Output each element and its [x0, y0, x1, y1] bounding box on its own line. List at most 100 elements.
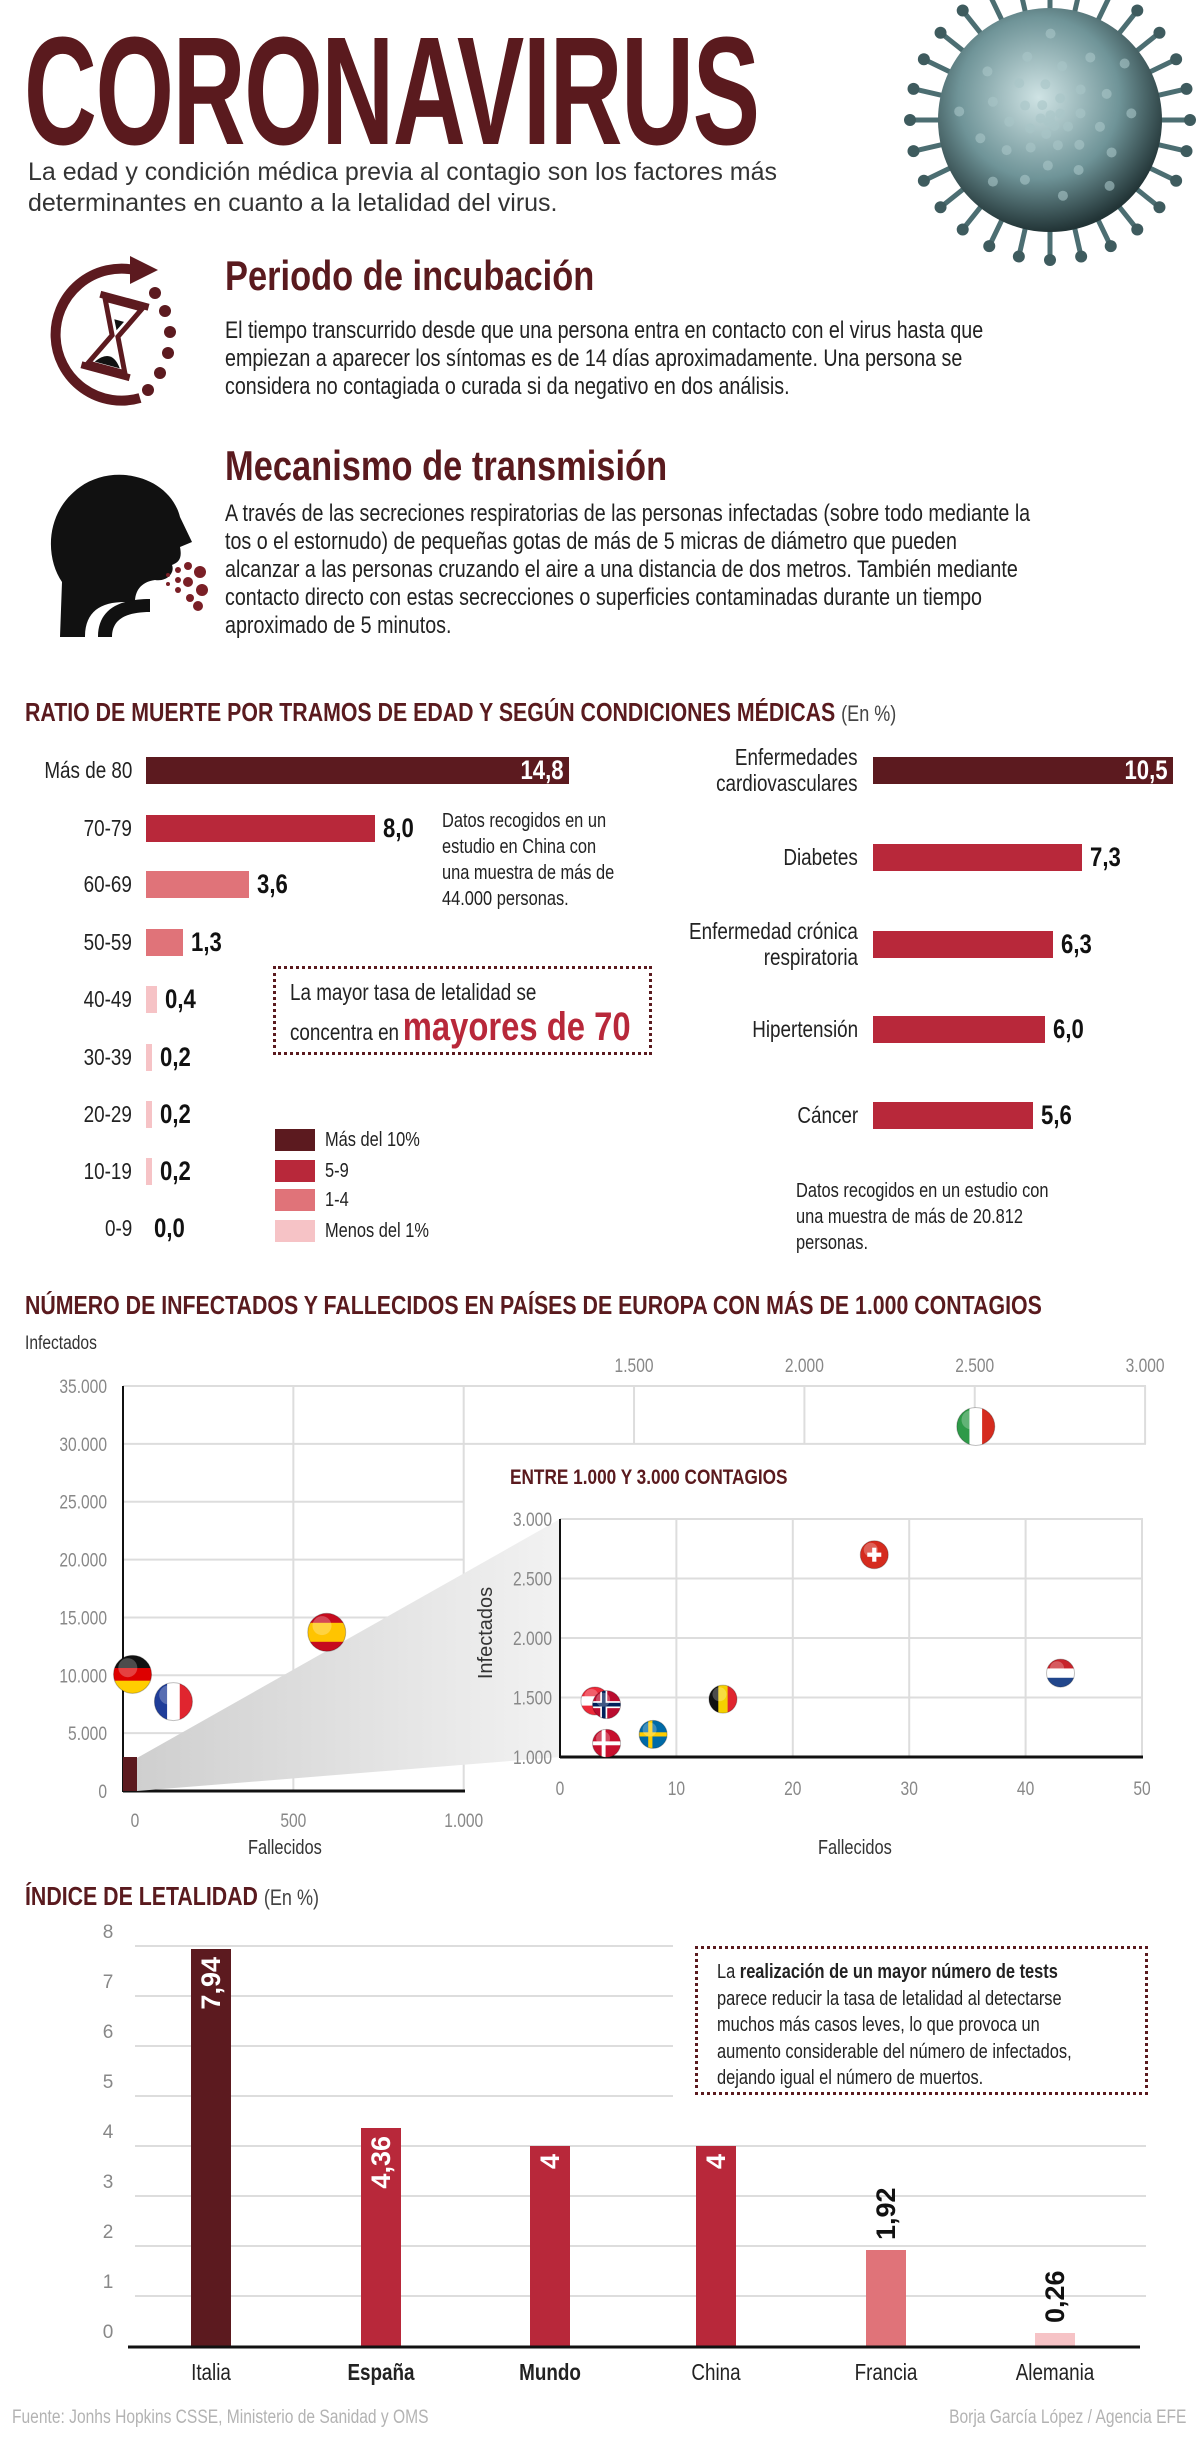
- bar-category-label: 20-29: [83, 1101, 132, 1127]
- bar-value-label: 0,2: [159, 1099, 191, 1129]
- y-tick-label: 4: [103, 2122, 114, 2143]
- y-tick-label: 2: [103, 2222, 114, 2243]
- text-line: contacto directo con estas secrecciones …: [225, 584, 983, 611]
- inset-y-tick-label: 2.500: [513, 1568, 552, 1590]
- transmission-heading: Mecanismo de transmisión: [225, 442, 668, 489]
- bar-category-label: Hipertensión: [752, 1016, 858, 1042]
- bar-category-label: Enfermedad crónica respiratoria: [689, 918, 858, 970]
- bar-value-label: 7,3: [1089, 842, 1121, 872]
- credit-footer: Borja García López / Agencia EFE: [948, 2407, 1186, 2428]
- bar: [146, 757, 570, 784]
- y-tick-label: 20.000: [59, 1549, 107, 1571]
- bar: [361, 2128, 401, 2346]
- flag-switzerland-icon: [859, 1540, 889, 1570]
- y-tick-label: 5: [103, 2072, 114, 2093]
- bar-value-label: 8,0: [382, 813, 414, 843]
- x-tick-label: 1.500: [615, 1355, 654, 1377]
- flag-italy-icon: [956, 1406, 996, 1446]
- flag-spain-icon: [307, 1612, 347, 1652]
- bar-category-label: 60-69: [83, 871, 132, 897]
- incubation-text: El tiempo transcurrido desde que una per…: [225, 317, 1150, 401]
- y-tick-label: 15.000: [59, 1607, 107, 1629]
- category-label: Mundo: [519, 2360, 581, 2385]
- ratio-section-title: RATIO DE MUERTE POR TRAMOS DE EDAD Y SEG…: [25, 697, 897, 727]
- text-line: tos o el estornudo) de pequeñas gotas de…: [225, 528, 957, 555]
- flag-germany-icon: [113, 1654, 153, 1694]
- y-tick-label: 25.000: [59, 1491, 107, 1513]
- bar: [873, 1016, 1045, 1043]
- medical-study-note: Datos recogidos en un estudio con una mu…: [796, 1180, 1049, 1254]
- incubation-heading: Periodo de incubación: [225, 252, 595, 299]
- y-tick-label: 0: [103, 2322, 114, 2343]
- bar: [1035, 2333, 1075, 2346]
- x-tick-label: 2.500: [955, 1355, 994, 1377]
- y-tick-label: 30.000: [59, 1433, 107, 1455]
- inset-y-tick-label: 1.500: [513, 1687, 552, 1709]
- bar-value-label: 7,94: [196, 1957, 226, 2010]
- inset-x-tick-label: 20: [784, 1778, 801, 1800]
- source-footer: Fuente: Jonhs Hopkins CSSE, Ministerio d…: [12, 2407, 429, 2428]
- bar-value-label: 0,2: [159, 1042, 191, 1072]
- bar-category-label: 30-39: [83, 1044, 132, 1070]
- zoom-wedge: [137, 1519, 560, 1791]
- highlight-callout-box: La mayor tasa de letalidad se concentra …: [273, 966, 652, 1055]
- inset-x-tick-label: 30: [901, 1778, 918, 1800]
- y-tick-label: 5.000: [68, 1723, 107, 1745]
- bar-value-label: 4: [535, 2154, 565, 2169]
- inset-x-tick-label: 0: [556, 1778, 565, 1800]
- category-label: Italia: [191, 2360, 231, 2385]
- bar-value-label: 3,6: [256, 869, 288, 899]
- bar: [873, 757, 1174, 784]
- y-tick-label: 1: [103, 2272, 114, 2293]
- y-tick-label: 3: [103, 2172, 114, 2193]
- age-study-note: Datos recogidos en un estudio en China c…: [442, 810, 615, 910]
- bar-value-label: 1,92: [871, 2187, 901, 2240]
- flag-sweden-icon: [638, 1719, 668, 1749]
- inset-x-tick-label: 10: [668, 1778, 685, 1800]
- bar: [146, 815, 375, 842]
- text-line: alcanzar a las personas cruzando el aire…: [225, 556, 1018, 583]
- bar: [696, 2146, 736, 2346]
- bar-category-label: Más de 80: [43, 757, 132, 783]
- bar-value-label: 4: [701, 2154, 731, 2169]
- bar: [146, 986, 158, 1013]
- bar: [146, 1158, 152, 1185]
- inset-y-tick-label: 3.000: [513, 1509, 552, 1531]
- inset-y-tick-label: 1.000: [513, 1747, 552, 1769]
- bar-value-label: 4,36: [366, 2136, 396, 2189]
- bar-category-label: Enfermedades cardiovasculares: [716, 744, 858, 796]
- flag-netherlands-icon: [1046, 1658, 1076, 1688]
- legend-label: Menos del 1%: [325, 1220, 429, 1242]
- category-label: Francia: [855, 2360, 918, 2385]
- bar-value-label: 0,2: [159, 1156, 191, 1186]
- zoom-region-marker: [123, 1757, 137, 1791]
- bar-value-label: 0,26: [1040, 2270, 1070, 2323]
- subtitle: La edad y condición médica previa al con…: [28, 157, 777, 219]
- legend-swatch: [275, 1129, 315, 1151]
- y-tick-label: 10.000: [59, 1665, 107, 1687]
- x-tick-label: 3.000: [1126, 1355, 1165, 1377]
- text-line: considera no contagiada o curada si da n…: [225, 373, 790, 400]
- legend-label: 5-9: [325, 1160, 349, 1182]
- x-tick-label: 0: [131, 1810, 140, 1832]
- bar-category-label: 50-59: [83, 929, 132, 955]
- inset-x-axis-label: Fallecidos: [818, 1837, 892, 1859]
- x-tick-label: 500: [280, 1810, 306, 1832]
- text-line: A través de las secreciones respiratoria…: [225, 500, 1031, 527]
- hourglass-cycle-icon: [50, 256, 176, 406]
- bar-category-label: 10-19: [83, 1158, 132, 1184]
- scatter-chart: 0 5.000 10.000 15.000 20.000 25.000 30.000 35.0…: [59, 1355, 1165, 1832]
- bar-value-label: 0,4: [165, 984, 197, 1014]
- bar-value-label: 5,6: [1041, 1100, 1072, 1130]
- bar: [146, 1101, 152, 1128]
- lethality-section-title: ÍNDICE DE LETALIDAD (En %): [25, 1881, 320, 1911]
- scatter-section-title: NÚMERO DE INFECTADOS Y FALLECIDOS EN PAÍ…: [25, 1290, 1042, 1320]
- x-tick-label: 1.000: [444, 1810, 483, 1832]
- text-line: empiezan a aparecer los síntomas es de 1…: [225, 345, 963, 372]
- legend-swatch: [275, 1220, 315, 1242]
- flag-norway-icon: [592, 1690, 622, 1720]
- bar-category-label: Diabetes: [783, 844, 858, 870]
- subtitle-line: La edad y condición médica previa al con…: [28, 158, 778, 186]
